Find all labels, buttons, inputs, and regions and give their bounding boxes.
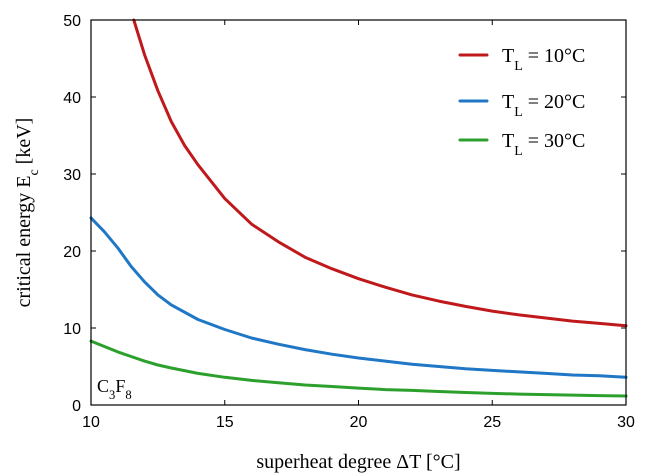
series-line bbox=[89, 216, 628, 379]
y-tick-label: 40 bbox=[63, 90, 81, 107]
series-line bbox=[89, 339, 628, 398]
y-axis-label: critical energy Ec [keV] bbox=[13, 118, 42, 308]
x-tick-label: 20 bbox=[350, 414, 368, 431]
x-tick-label: 10 bbox=[82, 414, 100, 431]
legend: TL = 10°C TL = 20°C TL = 30°C bbox=[458, 45, 585, 159]
y-tick-label: 0 bbox=[72, 398, 81, 415]
x-tick-label: 15 bbox=[216, 414, 234, 431]
legend-label: TL = 10°C bbox=[502, 45, 585, 74]
x-tick-label: 30 bbox=[617, 414, 635, 431]
legend-label: TL = 20°C bbox=[502, 91, 585, 120]
plot-frame bbox=[90, 19, 627, 406]
fluid-annotation: C3F8 bbox=[97, 376, 132, 402]
series-line bbox=[132, 18, 628, 328]
y-tick-label: 50 bbox=[63, 13, 81, 30]
data-lines bbox=[89, 18, 628, 398]
x-tick-label: 25 bbox=[483, 414, 501, 431]
y-tick-label: 10 bbox=[63, 321, 81, 338]
legend-label: TL = 30°C bbox=[502, 130, 585, 159]
x-axis-label: superheat degree ΔT [°C] bbox=[256, 451, 460, 473]
y-tick-label: 30 bbox=[63, 167, 81, 184]
y-tick-label: 20 bbox=[63, 244, 81, 261]
